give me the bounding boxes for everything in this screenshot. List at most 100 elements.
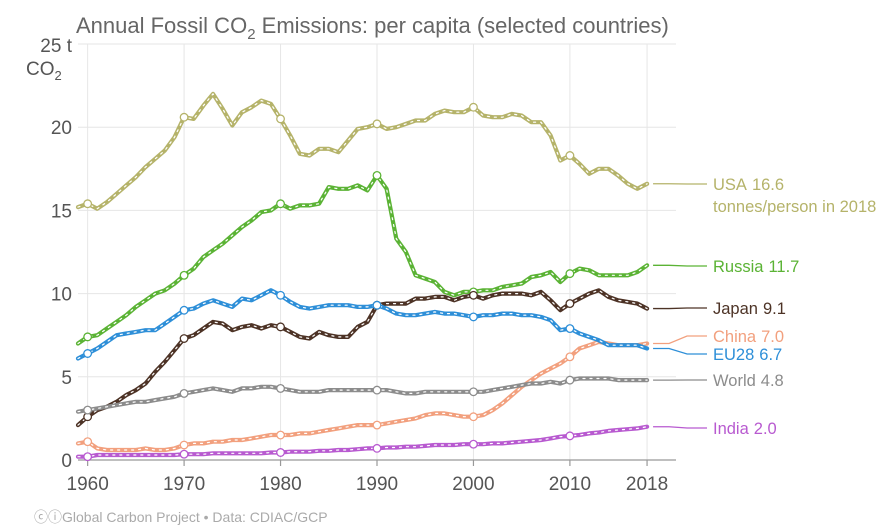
point-russia-1980 — [276, 199, 285, 209]
leader-japan — [653, 307, 707, 310]
series-line-world — [75, 376, 650, 414]
chart-title: Annual Fossil CO2 Emissions: per capita … — [76, 13, 669, 43]
series-line-russia — [75, 173, 650, 346]
series-japan — [75, 288, 650, 428]
y-tick-20: 20 — [51, 118, 72, 139]
point-china-1980 — [276, 430, 285, 440]
point-world-2010 — [565, 375, 575, 385]
label-name-world: World — [713, 372, 756, 390]
x-tick-1980: 1980 — [259, 474, 301, 495]
x-tick-2018: 2018 — [626, 474, 668, 495]
leader-china — [653, 335, 707, 345]
point-china-2010 — [565, 352, 575, 362]
series-eu28 — [75, 288, 650, 361]
leader-eu28 — [653, 347, 707, 355]
y-tick-5: 5 — [61, 368, 72, 389]
series-dots-usa — [77, 92, 648, 210]
point-china-1970 — [179, 440, 189, 450]
point-india-1960 — [83, 452, 93, 462]
label-value-eu28: 6.7 — [759, 346, 782, 364]
point-usa-2000 — [469, 102, 478, 112]
x-tick-1970: 1970 — [163, 474, 205, 495]
label-name-china: China — [713, 328, 757, 346]
series-lines — [75, 91, 650, 462]
series-dots-japan — [77, 289, 648, 426]
point-china-1960 — [83, 437, 93, 447]
point-china-1990 — [372, 420, 382, 430]
leader-russia — [653, 264, 707, 267]
credit-line: ⓒⓘGlobal Carbon Project • Data: CDIAC/GC… — [34, 509, 328, 525]
series-dots-china — [77, 341, 648, 451]
label-china: China 7.0 — [713, 328, 784, 346]
series-dots-world — [77, 377, 648, 413]
point-usa-2010 — [565, 151, 575, 160]
y-tick-15: 15 — [51, 201, 72, 222]
point-world-1960 — [83, 405, 93, 415]
point-eu28-1970 — [179, 305, 189, 315]
point-eu28-2000 — [469, 312, 478, 322]
point-russia-1990 — [372, 171, 382, 180]
x-tick-1960: 1960 — [67, 474, 109, 495]
point-world-2000 — [469, 387, 478, 397]
point-eu28-1960 — [83, 349, 93, 358]
label-india: India 2.0 — [713, 420, 777, 438]
label-name-india: India — [713, 420, 750, 438]
label-value-usa: 16.6 — [752, 176, 784, 194]
point-russia-1970 — [179, 270, 189, 280]
point-russia-1960 — [83, 332, 93, 342]
series-world — [75, 375, 650, 415]
point-world-1970 — [179, 388, 189, 398]
series-china — [75, 339, 650, 453]
point-japan-1980 — [276, 322, 285, 332]
leader-india — [653, 426, 707, 429]
label-name-japan: Japan — [713, 300, 758, 318]
label-russia: Russia 11.7 — [713, 258, 799, 276]
label-eu28: EU28 6.7 — [713, 346, 782, 364]
series-dots-eu28 — [77, 289, 648, 360]
point-usa-1970 — [179, 112, 189, 122]
series-dots-india — [77, 426, 648, 458]
point-india-1980 — [276, 448, 285, 457]
point-japan-1970 — [179, 334, 189, 343]
label-value-world: 4.8 — [761, 372, 784, 390]
x-tick-1990: 1990 — [356, 474, 398, 495]
y-axis-unit-label: CO2 — [26, 59, 62, 83]
series-line-japan — [75, 288, 650, 428]
label-value-russia: 11.7 — [768, 258, 799, 276]
cc-license-icon: ⓒⓘ — [34, 509, 62, 525]
series-dots-russia — [77, 174, 648, 345]
point-japan-2000 — [469, 290, 478, 300]
y-tick-0: 0 — [61, 451, 72, 472]
label-value-japan: 9.1 — [763, 300, 786, 318]
point-world-1990 — [372, 385, 382, 395]
label-world: World 4.8 — [713, 372, 784, 390]
point-india-2010 — [565, 431, 575, 441]
point-japan-2010 — [565, 299, 575, 309]
label-name-eu28: EU28 — [713, 346, 754, 364]
point-india-1990 — [372, 443, 382, 453]
y-tick-10: 10 — [51, 285, 72, 306]
series-line-china — [75, 339, 650, 453]
label-value-india: 2.0 — [754, 420, 777, 438]
point-china-2000 — [469, 412, 478, 422]
point-india-2000 — [469, 439, 478, 449]
label-value-china: 7.0 — [761, 328, 784, 346]
label-name-russia: Russia — [713, 258, 764, 276]
point-eu28-1980 — [276, 290, 285, 300]
point-india-1970 — [179, 449, 189, 459]
series-india — [75, 424, 650, 462]
x-tick-2000: 2000 — [452, 474, 494, 495]
point-usa-1960 — [83, 199, 93, 209]
series-labels: USA 16.6 tonnes/person in 2018 Russia 11.7 Ja… — [653, 176, 876, 438]
series-line-usa — [75, 91, 650, 211]
point-russia-2010 — [565, 269, 575, 279]
label-name-usa: USA — [713, 176, 747, 194]
x-tick-2010: 2010 — [549, 474, 591, 495]
label-japan: Japan 9.1 — [713, 300, 786, 318]
point-eu28-2010 — [565, 324, 575, 333]
point-usa-1980 — [276, 114, 285, 124]
label-usa: USA 16.6 — [713, 176, 784, 194]
series-russia — [75, 171, 650, 346]
label-extra-usa: tonnes/person in 2018 — [713, 198, 876, 216]
